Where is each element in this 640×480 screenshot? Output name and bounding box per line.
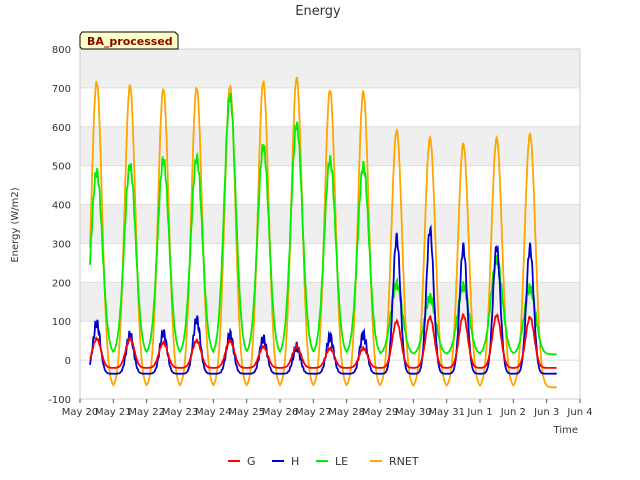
chart-title: Energy — [295, 4, 341, 19]
series-layer — [89, 76, 557, 389]
annotation-badge: BA_processed — [79, 31, 179, 50]
x-tick-label: May 20 — [62, 407, 99, 418]
x-tick-label: Jun 3 — [533, 407, 559, 418]
y-tick-label: 300 — [52, 239, 71, 250]
y-tick-label: 400 — [52, 201, 71, 212]
x-tick-label: May 31 — [428, 407, 465, 418]
x-tick-label: Jun 4 — [566, 407, 592, 418]
y-tick-label: 700 — [52, 84, 71, 95]
x-tick-label: May 29 — [362, 407, 399, 418]
grid-lines — [79, 48, 581, 400]
y-axis-ticks: -100 0 100 200 300 400 500 600 700 800 — [48, 45, 71, 406]
x-axis-label: Time — [553, 425, 578, 436]
y-tick-label: 800 — [52, 45, 71, 56]
y-tick-label: 0 — [65, 356, 71, 367]
x-tick-label: Jun 1 — [466, 407, 492, 418]
legend-item-rnet: RNET — [370, 455, 419, 468]
y-axis-label: Energy (W/m2) — [10, 187, 21, 262]
x-tick-label: May 26 — [262, 407, 299, 418]
grid-band — [80, 204, 580, 244]
annotation-text: BA_processed — [87, 35, 173, 48]
legend-item-h: H — [272, 455, 299, 468]
x-tick-label: May 30 — [395, 407, 432, 418]
legend-item-g: G — [228, 455, 256, 468]
legend-label: LE — [335, 455, 348, 468]
legend-label: RNET — [389, 455, 419, 468]
y-tick-label: 600 — [52, 123, 71, 134]
x-tick-label: May 24 — [195, 407, 232, 418]
y-tick-label: 200 — [52, 278, 71, 289]
legend-item-le: LE — [316, 455, 348, 468]
series-line-le — [89, 92, 557, 356]
legend-label: G — [247, 455, 256, 468]
x-tick-label: May 27 — [295, 407, 332, 418]
x-tick-label: May 25 — [228, 407, 265, 418]
x-tick-label: May 23 — [162, 407, 199, 418]
series-line-g — [89, 312, 557, 369]
legend: G H LE RNET — [228, 455, 419, 468]
plot-frame — [79, 48, 581, 400]
plot-background — [80, 49, 580, 399]
y-tick-label: -100 — [48, 395, 71, 406]
x-tick-label: May 22 — [128, 407, 165, 418]
legend-label: H — [291, 455, 299, 468]
x-tick-label: May 28 — [328, 407, 365, 418]
grid-band — [80, 49, 580, 88]
y-tick-label: 100 — [52, 317, 71, 328]
x-tick-label: Jun 2 — [500, 407, 526, 418]
x-tick-label: May 21 — [95, 407, 132, 418]
y-tick-label: 500 — [52, 162, 71, 173]
